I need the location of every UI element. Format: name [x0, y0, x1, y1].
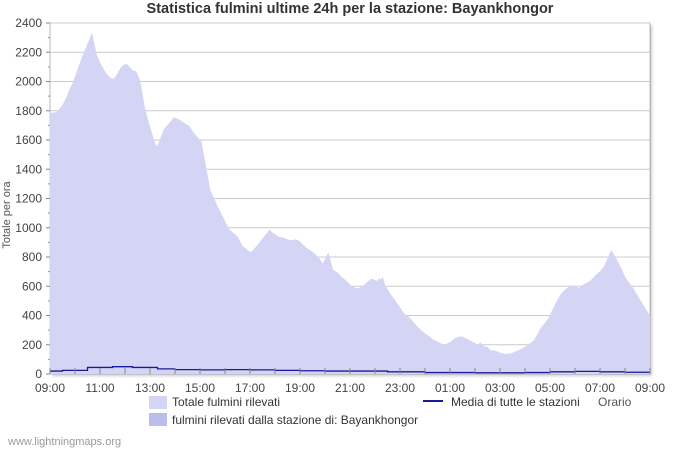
svg-text:01:00: 01:00	[435, 381, 465, 395]
svg-text:09:00: 09:00	[35, 381, 65, 395]
svg-text:09:00: 09:00	[635, 381, 665, 395]
svg-text:2400: 2400	[15, 16, 42, 30]
svg-text:03:00: 03:00	[485, 381, 515, 395]
svg-text:Totale per ora: Totale per ora	[1, 180, 13, 248]
svg-text:13:00: 13:00	[135, 381, 165, 395]
svg-text:1000: 1000	[15, 221, 42, 235]
svg-text:2000: 2000	[15, 75, 42, 89]
svg-text:2200: 2200	[15, 45, 42, 59]
svg-text:21:00: 21:00	[335, 381, 365, 395]
svg-text:05:00: 05:00	[535, 381, 565, 395]
svg-text:1400: 1400	[15, 162, 42, 176]
svg-text:11:00: 11:00	[85, 381, 114, 395]
svg-text:19:00: 19:00	[285, 381, 315, 395]
svg-text:15:00: 15:00	[185, 381, 215, 395]
svg-text:0: 0	[35, 367, 42, 381]
svg-text:200: 200	[22, 338, 42, 352]
svg-text:1800: 1800	[15, 104, 42, 118]
svg-text:07:00: 07:00	[585, 381, 615, 395]
svg-text:1600: 1600	[15, 133, 42, 147]
svg-text:17:00: 17:00	[235, 381, 265, 395]
svg-text:600: 600	[22, 279, 42, 293]
svg-text:1200: 1200	[15, 192, 42, 206]
svg-text:400: 400	[22, 309, 42, 323]
svg-text:23:00: 23:00	[385, 381, 415, 395]
svg-text:800: 800	[22, 250, 42, 264]
